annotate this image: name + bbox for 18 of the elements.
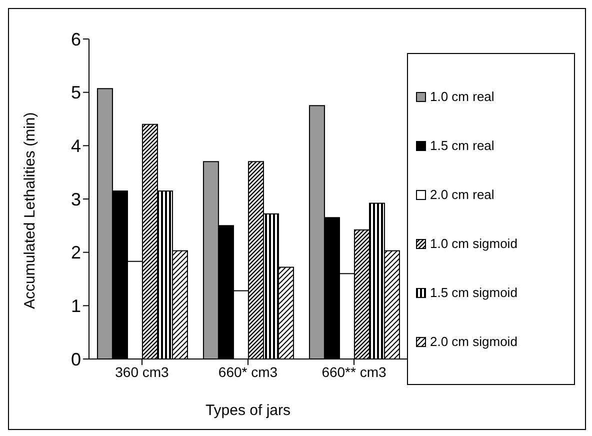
legend-label: 1.0 cm sigmoid: [430, 236, 518, 251]
legend-label: 1.5 cm real: [430, 138, 494, 153]
y-tick-label: 5: [70, 82, 81, 103]
y-axis-title: Accumulated Lethalities (min): [21, 112, 38, 309]
x-tick-label: 660** cm3: [322, 364, 387, 380]
x-tick-label: 660* cm3: [218, 364, 278, 380]
y-tick-label: 2: [70, 242, 81, 263]
x-axis-title: Types of jars: [205, 402, 291, 419]
legend-label: 1.5 cm sigmoid: [430, 285, 518, 300]
legend-label: 2.0 cm sigmoid: [430, 334, 518, 349]
y-tick-label: 6: [70, 29, 81, 50]
y-tick-label: 4: [70, 136, 81, 156]
y-tick-label: 0: [70, 349, 81, 370]
y-tick-label: 1: [70, 296, 81, 316]
legend-label: 2.0 cm real: [430, 187, 494, 202]
y-tick-label: 3: [70, 189, 81, 210]
legend-label: 1.0 cm real: [430, 89, 494, 104]
x-tick-label: 360 cm3: [115, 364, 170, 380]
